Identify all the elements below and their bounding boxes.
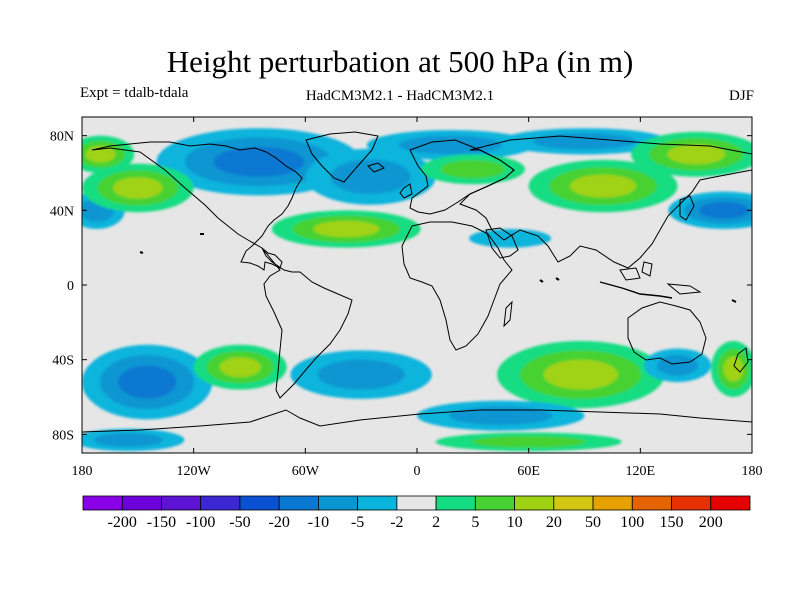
x-tick-label: 180 (72, 464, 93, 479)
anomaly-australia-low (644, 348, 712, 383)
anomaly-north-atlantic-low (305, 148, 436, 205)
contour-antarctic-high-west-1 (94, 433, 163, 447)
colorbar-swatch (710, 495, 751, 511)
y-tick-label: 40S (52, 354, 74, 369)
colorbar-swatch (514, 495, 555, 511)
anomaly-southern-ocean-low (417, 400, 585, 431)
colorbar-swatch (357, 495, 398, 511)
colorbar-label: 100 (620, 514, 644, 531)
anomaly-canada-low-ring (156, 128, 362, 196)
x-tick-label: 120W (177, 464, 212, 479)
y-tick-label: 40N (50, 204, 74, 219)
contour-antarctic-high-east-1 (471, 436, 586, 448)
map-title: Height perturbation at 500 hPa (in m) (166, 44, 634, 79)
anomaly-europe-high (420, 154, 525, 185)
colorbar-swatch (200, 495, 241, 511)
contour-atlantic-high-2 (313, 220, 380, 238)
colorbar-swatch (278, 495, 319, 511)
contour-siberia-low-1 (532, 133, 637, 150)
anomaly-field (82, 128, 752, 452)
anomaly-antarctic-high-west (82, 428, 185, 452)
anomaly-north-pacific-low (668, 191, 752, 229)
colorbar-label: 5 (471, 514, 479, 531)
anomaly-east-siberia-high (631, 131, 752, 177)
colorbar-label: 200 (699, 514, 723, 531)
contour-south-pacific-low-2 (118, 365, 177, 399)
colorbar-label: 50 (585, 514, 601, 531)
contour-south-indian-high-2 (543, 359, 618, 390)
contour-mideast-low-0 (469, 229, 551, 248)
season-label: DJF (728, 88, 754, 104)
anomaly-alaska-high (82, 135, 135, 173)
colorbar-swatch (671, 495, 712, 511)
contour-south-pacific-high-2 (219, 357, 261, 378)
y-tick-label: 0 (67, 279, 74, 294)
latitude-axis: 80N 40N 0 40S 80S (50, 130, 752, 443)
x-tick-label: 0 (414, 464, 421, 479)
contour-canada-low-ring-2 (213, 146, 305, 177)
anomaly-new-zealand-high (711, 341, 752, 397)
anomaly-antarctic-high-east (435, 432, 622, 452)
colorbar-label: -100 (186, 514, 215, 531)
colorbar-label: -5 (351, 514, 364, 531)
colorbar-label: -20 (269, 514, 290, 531)
colorbar-swatch (592, 495, 633, 511)
anomaly-south-pacific-low (82, 344, 213, 420)
y-tick-label: 80N (50, 130, 74, 145)
colorbar: -200 -150 -100 -50 -20 -10 -5 -2 2 5 10 20 50 100 150 2… (82, 495, 751, 531)
anomaly-pacific-high (82, 163, 194, 213)
anomaly-mideast-low (469, 229, 551, 248)
colorbar-swatch (435, 495, 476, 511)
colorbar-label: -10 (308, 514, 329, 531)
contour-north-pacific-low-2 (699, 202, 749, 219)
contour-eurasia-low-1 (398, 135, 503, 155)
colorbar-swatch (631, 495, 672, 511)
anomaly-atlantic-high (271, 210, 421, 248)
anomaly-south-america-low (290, 350, 432, 399)
colorbar-swatch (318, 495, 359, 511)
colorbar-label: -2 (390, 514, 403, 531)
contour-new-zealand-high-2 (723, 356, 744, 382)
experiment-label: Expt = tdalb-tdala (80, 85, 189, 101)
colorbar-label: -150 (147, 514, 176, 531)
x-tick-label: 180 (742, 464, 763, 479)
contour-east-siberia-high-2 (667, 144, 726, 165)
anomaly-south-pacific-high (193, 344, 287, 390)
contour-pacific-high-2 (113, 177, 163, 199)
x-tick-label: 120E (626, 464, 656, 479)
colorbar-label: -200 (108, 514, 137, 531)
anomaly-asia-high (528, 159, 678, 213)
anomaly-south-indian-high (497, 341, 665, 409)
anomaly-siberia-low (500, 128, 669, 155)
colorbar-swatch (82, 495, 123, 511)
colorbar-label: 2 (432, 514, 440, 531)
colorbar-swatch (239, 495, 280, 511)
colorbar-label: 150 (660, 514, 684, 531)
contour-southern-ocean-low-1 (449, 406, 553, 425)
contour-australia-low-1 (656, 354, 699, 376)
colorbar-label: 20 (546, 514, 562, 531)
colorbar-swatch (553, 495, 594, 511)
colorbar-swatch (161, 495, 202, 511)
contour-south-america-low-1 (317, 359, 405, 390)
colorbar-swatch (396, 495, 437, 511)
x-tick-label: 60W (292, 464, 320, 479)
contour-asia-high-2 (570, 174, 637, 198)
colorbar-swatch (121, 495, 162, 511)
contour-europe-high-1 (440, 160, 505, 179)
y-tick-label: 80S (52, 428, 74, 443)
x-tick-label: 60E (517, 464, 540, 479)
model-comparison-label: HadCM3M2.1 - HadCM3M2.1 (305, 88, 495, 104)
contour-north-atlantic-low-1 (330, 159, 411, 194)
colorbar-label: 10 (507, 514, 523, 531)
longitude-axis: 180 120W 60W 0 60E 120E 180 (72, 117, 763, 479)
colorbar-label: -50 (229, 514, 250, 531)
colorbar-swatch (474, 495, 515, 511)
coastlines (82, 131, 752, 433)
